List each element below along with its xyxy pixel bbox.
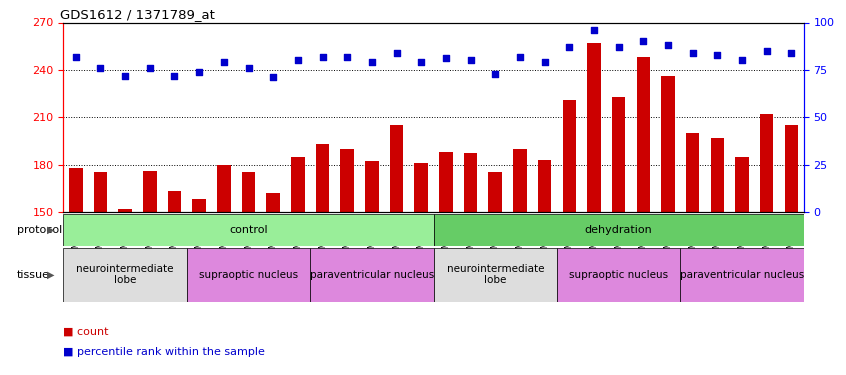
Text: control: control [229, 225, 268, 235]
Bar [612, 97, 625, 212]
Point [514, 54, 527, 60]
Bar [310, 248, 433, 302]
Bar [187, 248, 310, 302]
Text: neurointermediate
lobe: neurointermediate lobe [76, 264, 174, 285]
Bar [63, 214, 433, 246]
Point [488, 70, 502, 76]
Text: dehydration: dehydration [585, 225, 652, 235]
Point [439, 56, 453, 62]
Bar [662, 76, 675, 212]
Bar [192, 199, 206, 212]
Text: paraventricular nucleus: paraventricular nucleus [680, 270, 805, 280]
Point [69, 54, 83, 60]
Bar [291, 157, 305, 212]
Point [464, 57, 477, 63]
Bar [563, 100, 576, 212]
Point [266, 74, 280, 80]
Point [192, 69, 206, 75]
Text: supraoptic nucleus: supraoptic nucleus [199, 270, 298, 280]
Text: ■ percentile rank within the sample: ■ percentile rank within the sample [63, 347, 266, 357]
Text: ▶: ▶ [47, 270, 54, 280]
Point [316, 54, 329, 60]
Bar [63, 248, 187, 302]
Bar [94, 172, 107, 212]
Bar [439, 152, 453, 212]
Point [365, 59, 379, 65]
Point [735, 57, 749, 63]
Bar [390, 125, 404, 212]
Bar [636, 57, 650, 212]
Bar [686, 133, 700, 212]
Point [94, 65, 107, 71]
Point [662, 42, 675, 48]
Bar [168, 191, 181, 212]
Text: supraoptic nucleus: supraoptic nucleus [569, 270, 668, 280]
Point [587, 27, 601, 33]
Text: neurointermediate
lobe: neurointermediate lobe [447, 264, 544, 285]
Point [168, 72, 181, 78]
Bar [680, 248, 804, 302]
Point [563, 44, 576, 50]
Text: tissue: tissue [17, 270, 50, 280]
Bar [340, 149, 354, 212]
Point [612, 44, 625, 50]
Bar [143, 171, 157, 212]
Point [711, 52, 724, 58]
Bar [217, 165, 231, 212]
Bar [365, 161, 379, 212]
Point [686, 50, 700, 56]
Bar [735, 157, 749, 212]
Point [636, 39, 650, 45]
Bar [488, 172, 502, 212]
Bar [69, 168, 83, 212]
Text: GDS1612 / 1371789_at: GDS1612 / 1371789_at [60, 8, 215, 21]
Point [118, 72, 132, 78]
Bar [433, 214, 804, 246]
Point [538, 59, 552, 65]
Bar [266, 193, 280, 212]
Point [415, 59, 428, 65]
Bar [760, 114, 773, 212]
Point [760, 48, 773, 54]
Bar [538, 160, 552, 212]
Bar [464, 153, 477, 212]
Point [291, 57, 305, 63]
Bar [316, 144, 329, 212]
Point [784, 50, 798, 56]
Bar [557, 248, 680, 302]
Bar [784, 125, 798, 212]
Text: protocol: protocol [17, 225, 62, 235]
Bar [433, 248, 557, 302]
Point [143, 65, 157, 71]
Text: ■ count: ■ count [63, 326, 109, 336]
Point [390, 50, 404, 56]
Point [242, 65, 255, 71]
Text: ▶: ▶ [47, 225, 54, 235]
Point [217, 59, 231, 65]
Bar [242, 172, 255, 212]
Bar [514, 149, 527, 212]
Bar [415, 163, 428, 212]
Point [340, 54, 354, 60]
Bar [711, 138, 724, 212]
Bar [118, 209, 132, 212]
Text: paraventricular nucleus: paraventricular nucleus [310, 270, 434, 280]
Bar [587, 43, 601, 212]
